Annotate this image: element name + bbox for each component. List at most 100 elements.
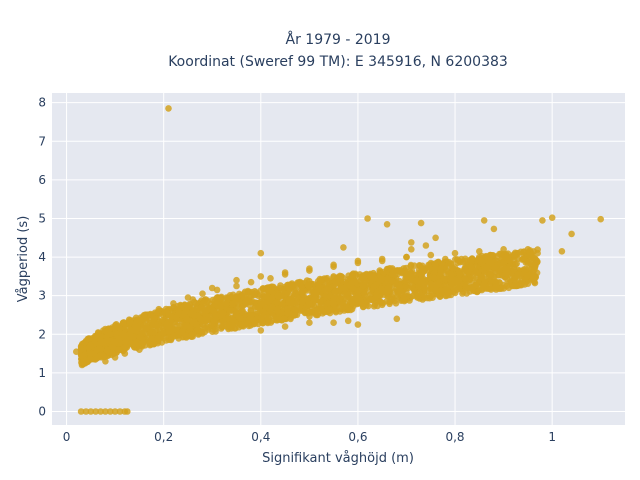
data-point [325, 300, 332, 307]
data-point [203, 307, 211, 314]
data-point [188, 317, 196, 325]
data-point [365, 302, 372, 310]
data-point [251, 288, 259, 295]
data-point [383, 221, 391, 228]
data-point [264, 314, 271, 321]
data-point [336, 308, 344, 315]
data-point [500, 246, 507, 253]
x-tick-label: 0,2 [154, 430, 173, 444]
data-point [514, 271, 521, 278]
data-point [451, 249, 459, 257]
data-point [273, 299, 281, 306]
data-point [510, 266, 518, 273]
data-point [85, 335, 93, 342]
data-point [322, 287, 329, 294]
data-point [306, 319, 313, 327]
data-point [208, 284, 216, 292]
data-point [417, 219, 425, 227]
data-point [242, 298, 249, 306]
data-point [409, 282, 416, 290]
data-point [528, 265, 535, 273]
data-point [183, 332, 190, 339]
data-point [482, 276, 490, 284]
data-point [304, 281, 312, 289]
data-point [408, 246, 415, 253]
data-point [396, 284, 404, 292]
data-point [170, 304, 177, 311]
data-point [366, 271, 374, 279]
data-point [527, 254, 535, 262]
chart-title-line-1: År 1979 - 2019 [286, 31, 391, 48]
data-point [215, 294, 223, 302]
data-point [96, 345, 103, 352]
data-point [293, 311, 301, 319]
data-point [155, 305, 163, 313]
y-tick-label: 8 [38, 96, 46, 110]
data-point [115, 346, 122, 354]
data-point [267, 307, 274, 315]
data-point [407, 261, 415, 269]
data-point [511, 282, 518, 290]
data-point [432, 286, 440, 294]
data-point [314, 305, 321, 313]
data-point [473, 281, 480, 289]
data-point [194, 327, 201, 334]
data-point [189, 296, 197, 303]
data-point [124, 408, 131, 415]
data-point [244, 320, 252, 327]
data-point [87, 356, 95, 363]
data-point [456, 258, 464, 266]
data-point [333, 280, 341, 287]
data-point [442, 255, 449, 263]
x-tick-label: 0,8 [445, 430, 464, 444]
data-point [505, 284, 513, 292]
data-point [388, 296, 396, 303]
gridlines [52, 93, 625, 425]
data-point [476, 253, 483, 261]
y-tick-label: 3 [38, 289, 46, 303]
data-point [137, 333, 144, 341]
data-point [109, 344, 117, 351]
data-point [162, 305, 170, 313]
data-point [77, 346, 85, 354]
data-point [306, 265, 313, 273]
data-point [512, 261, 519, 268]
data-point [121, 332, 129, 339]
data-point [280, 315, 288, 323]
data-point [223, 300, 230, 308]
data-point [380, 268, 387, 276]
data-point [330, 274, 337, 281]
data-point [558, 248, 566, 255]
data-point [277, 282, 284, 289]
data-point [165, 328, 172, 335]
data-point [102, 358, 109, 365]
data-point [408, 239, 415, 246]
data-point [378, 288, 386, 296]
data-point [524, 246, 532, 253]
data-point [217, 303, 224, 310]
data-point [402, 273, 410, 280]
data-point [159, 311, 166, 318]
data-point [104, 337, 111, 344]
data-point [311, 296, 319, 304]
data-point [520, 255, 528, 263]
data-point [143, 324, 150, 332]
data-point [503, 275, 511, 283]
data-point [568, 230, 575, 238]
data-point [77, 408, 85, 415]
data-point [370, 283, 378, 291]
data-point [461, 275, 469, 282]
data-point [361, 291, 368, 298]
data-point [388, 277, 396, 285]
data-point [103, 346, 111, 354]
data-point [246, 302, 254, 309]
data-point [203, 317, 211, 324]
data-point [257, 327, 265, 334]
data-point [173, 314, 180, 321]
data-point [229, 301, 236, 308]
data-point [239, 321, 247, 329]
data-point [451, 276, 459, 284]
data-point [119, 319, 127, 327]
data-point [228, 315, 235, 323]
